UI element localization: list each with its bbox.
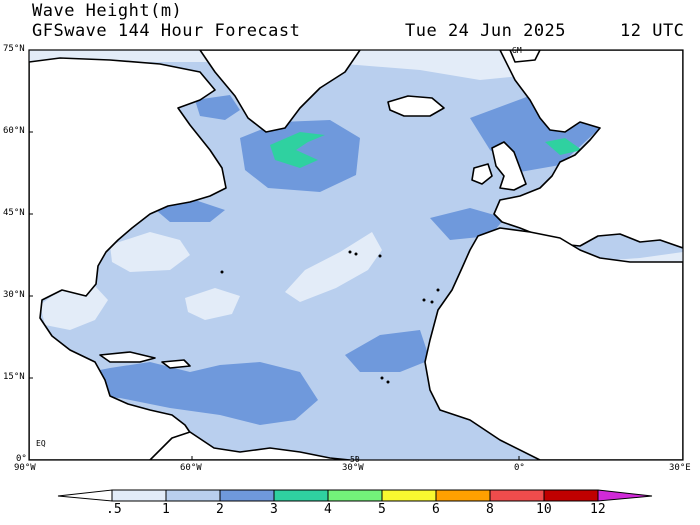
land-masses (29, 50, 683, 460)
lat-label-0: 0° (16, 454, 27, 464)
calm-zone-southeast-us (110, 232, 190, 272)
colorbar-swatch-5 (327, 489, 383, 502)
south-america-land (149, 431, 351, 460)
wave-zone-skagerrak (545, 138, 582, 155)
lon-label-30e: 30°E (669, 463, 691, 473)
colorbar-right-arrow (597, 489, 653, 502)
chart-title: Wave Height(m) (32, 1, 183, 21)
lat-label-45n: 45°N (3, 208, 25, 218)
colorbar-swatch-8 (489, 489, 545, 502)
wave-zone-azores (430, 208, 505, 240)
europe-land (493, 50, 683, 249)
island-cape-verde-2 (386, 380, 390, 384)
island-azores-3 (378, 254, 382, 258)
island-azores-2 (354, 252, 358, 256)
wave-zone-west-africa (345, 330, 430, 372)
colorbar-swatch-9 (543, 489, 599, 502)
colorbar-label-0-5: .5 (106, 502, 122, 517)
calm-zone-bahamas (185, 288, 240, 320)
calm-zone-gulf-mexico (40, 286, 108, 330)
lon-label-0: 0° (514, 463, 525, 473)
colorbar-label-5: 5 (378, 502, 386, 517)
island-canaries-1 (422, 298, 426, 302)
ireland-land (471, 163, 493, 185)
colorbar-label-4: 4 (324, 502, 332, 517)
lat-label-60n: 60°N (3, 126, 25, 136)
lon-label-60w: 60°W (180, 463, 202, 473)
longitude-ticks (28, 456, 684, 460)
colorbar-label-3: 3 (270, 502, 278, 517)
colorbar-swatch-3 (219, 489, 275, 502)
great-britain-land (491, 141, 527, 191)
island-canaries-2 (430, 300, 434, 304)
svalbard-land (509, 50, 541, 63)
island-azores-1 (348, 250, 352, 254)
colorbar (57, 489, 653, 502)
colorbar-label-6: 6 (432, 502, 440, 517)
forecast-time: 12 UTC (620, 21, 685, 41)
north-america-land (29, 57, 241, 460)
island-cape-verde-1 (380, 376, 384, 380)
model-forecast-label: GFSwave 144 Hour Forecast (32, 21, 301, 41)
hispaniola-land (161, 359, 191, 369)
iceland-land (387, 95, 445, 117)
island-madeira (436, 288, 440, 292)
small-islands (220, 250, 440, 384)
lat-label-30n: 30°N (3, 290, 25, 300)
greenwich-meridian-label: GM (512, 46, 522, 55)
colorbar-swatch-1 (111, 489, 167, 502)
colorbar-swatch-7 (435, 489, 491, 502)
colorbar-label-10: 10 (536, 502, 552, 517)
greenland-land (199, 50, 361, 133)
lat-label-75n: 75°N (3, 44, 25, 54)
north-africa-land (424, 227, 683, 460)
map-marker-label: 50 (350, 455, 360, 464)
colorbar-swatch-4 (273, 489, 329, 502)
colorbar-label-12: 12 (590, 502, 606, 517)
colorbar-label-8: 8 (486, 502, 494, 517)
wave-zone-labrador (195, 95, 240, 120)
colorbar-swatch-6 (381, 489, 437, 502)
forecast-date: Tue 24 Jun 2025 (405, 21, 567, 41)
lon-label-30w: 30°W (342, 463, 364, 473)
wave-zone-south-greenland (270, 132, 325, 168)
colorbar-label-2: 2 (216, 502, 224, 517)
island-bermuda (220, 270, 224, 274)
colorbar-swatch-2 (165, 489, 221, 502)
equator-label: EQ (36, 439, 46, 448)
cuba-land (99, 351, 156, 363)
calm-zone-central-atlantic (285, 232, 382, 302)
colorbar-left-arrow (57, 489, 113, 502)
lon-label-90w: 90°W (14, 463, 36, 473)
wave-zone-caribbean (60, 362, 318, 425)
lat-label-15n: 15°N (3, 372, 25, 382)
latitude-ticks (29, 49, 33, 461)
colorbar-label-1: 1 (162, 502, 170, 517)
